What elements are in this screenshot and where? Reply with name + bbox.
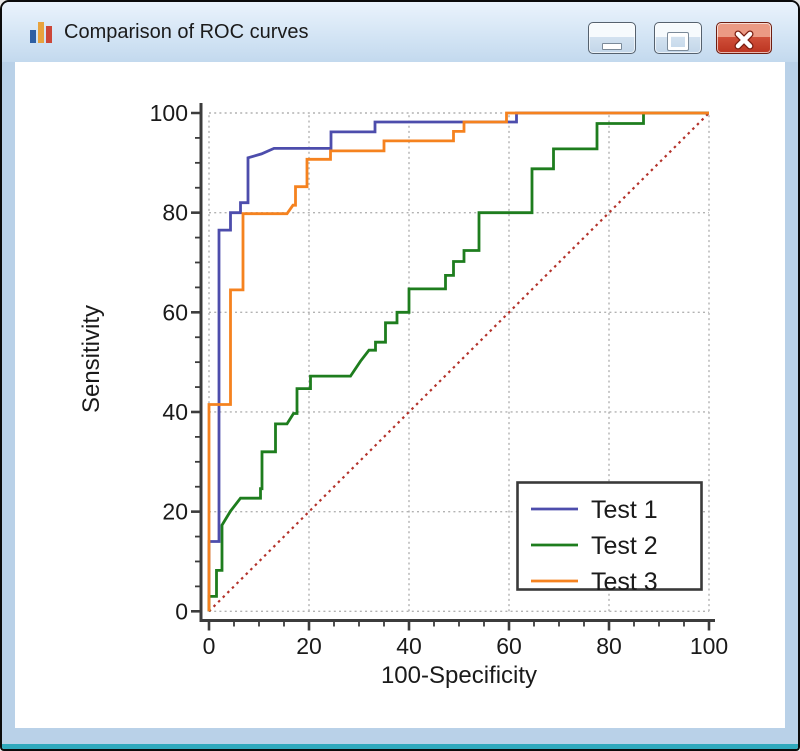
svg-text:0: 0 [175, 598, 188, 624]
svg-text:20: 20 [162, 499, 188, 525]
legend: Test 1 Test 2 Test 3 [516, 481, 703, 596]
roc-curve-3 [207, 111, 709, 612]
x-axis-title: 100-Specificity [381, 662, 537, 689]
titlebar[interactable]: Comparison of ROC curves [2, 2, 798, 62]
minimize-icon [602, 42, 622, 50]
svg-text:20: 20 [296, 633, 322, 659]
svg-text:100: 100 [690, 633, 728, 659]
chart-panel [15, 62, 785, 728]
svg-text:40: 40 [162, 399, 188, 425]
roc-curve-2 [207, 111, 709, 612]
chance-diagonal-line [208, 112, 710, 613]
legend-label: Test 3 [591, 568, 658, 596]
bar-chart-icon-red-bar [46, 26, 52, 43]
maximize-icon [667, 32, 689, 51]
window-bottom-accent [2, 744, 798, 749]
roc-curve-1 [207, 111, 709, 612]
close-icon [734, 30, 754, 50]
svg-text:80: 80 [596, 633, 622, 659]
svg-text:0: 0 [203, 633, 216, 659]
tick-labels: 0 20 40 60 80 100 0 20 40 60 80 100 [150, 100, 729, 659]
bar-chart-icon-yellow-bar [38, 22, 44, 43]
svg-text:40: 40 [396, 633, 422, 659]
legend-label: Test 2 [591, 532, 658, 560]
svg-text:60: 60 [162, 299, 188, 325]
svg-text:80: 80 [162, 200, 188, 226]
y-axis-title: Sensitivity [78, 305, 105, 413]
svg-text:60: 60 [496, 633, 522, 659]
maximize-button[interactable] [654, 22, 702, 54]
bar-chart-icon-blue-bar [30, 30, 36, 43]
close-button[interactable] [716, 22, 772, 54]
window-title: Comparison of ROC curves [64, 20, 309, 43]
axis-ticks [191, 111, 711, 631]
bar-chart-icon [30, 21, 52, 43]
minimize-button[interactable] [588, 22, 636, 54]
legend-label: Test 1 [591, 496, 658, 524]
svg-text:100: 100 [150, 100, 188, 126]
